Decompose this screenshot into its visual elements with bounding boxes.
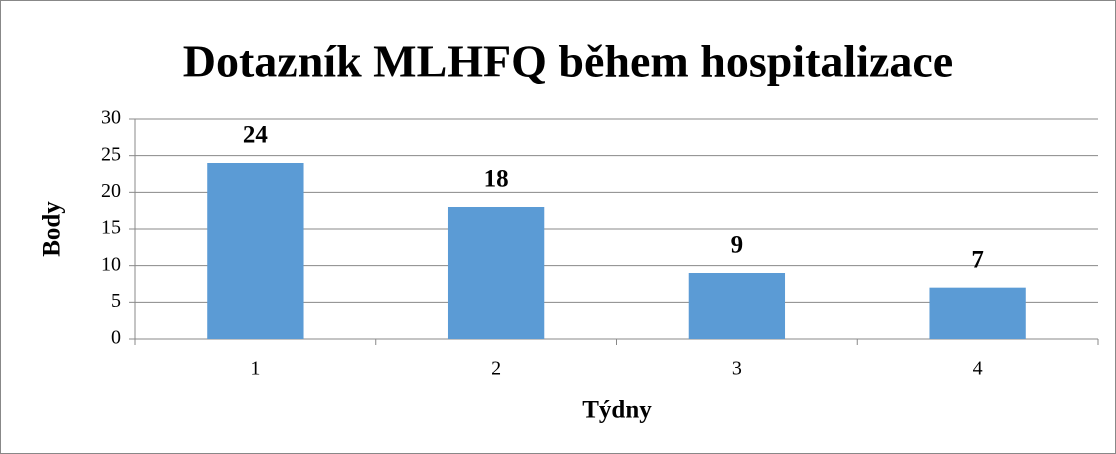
data-label: 7 — [971, 246, 984, 273]
x-tick-label: 4 — [973, 358, 983, 380]
y-tick-label: 30 — [101, 107, 121, 129]
data-label: 18 — [484, 166, 509, 193]
y-axis-label: Body — [39, 201, 66, 257]
data-label: 9 — [731, 232, 744, 259]
x-tick-label: 1 — [250, 358, 260, 380]
chart-title: Dotazník MLHFQ během hospitalizace — [183, 36, 953, 87]
y-tick-label: 5 — [111, 290, 121, 312]
bar — [207, 163, 304, 339]
data-label: 24 — [243, 122, 269, 149]
bar — [688, 273, 786, 339]
bar — [929, 287, 1026, 339]
bar — [447, 207, 545, 339]
y-tick-label: 25 — [101, 143, 121, 165]
y-tick-label: 15 — [101, 217, 121, 239]
y-tick-label: 0 — [111, 327, 121, 349]
y-tick-label: 10 — [101, 253, 121, 275]
x-tick-label: 3 — [732, 358, 742, 380]
x-axis-label: Týdny — [582, 397, 652, 424]
y-tick-label: 20 — [101, 180, 121, 202]
x-tick-label: 2 — [491, 358, 501, 380]
